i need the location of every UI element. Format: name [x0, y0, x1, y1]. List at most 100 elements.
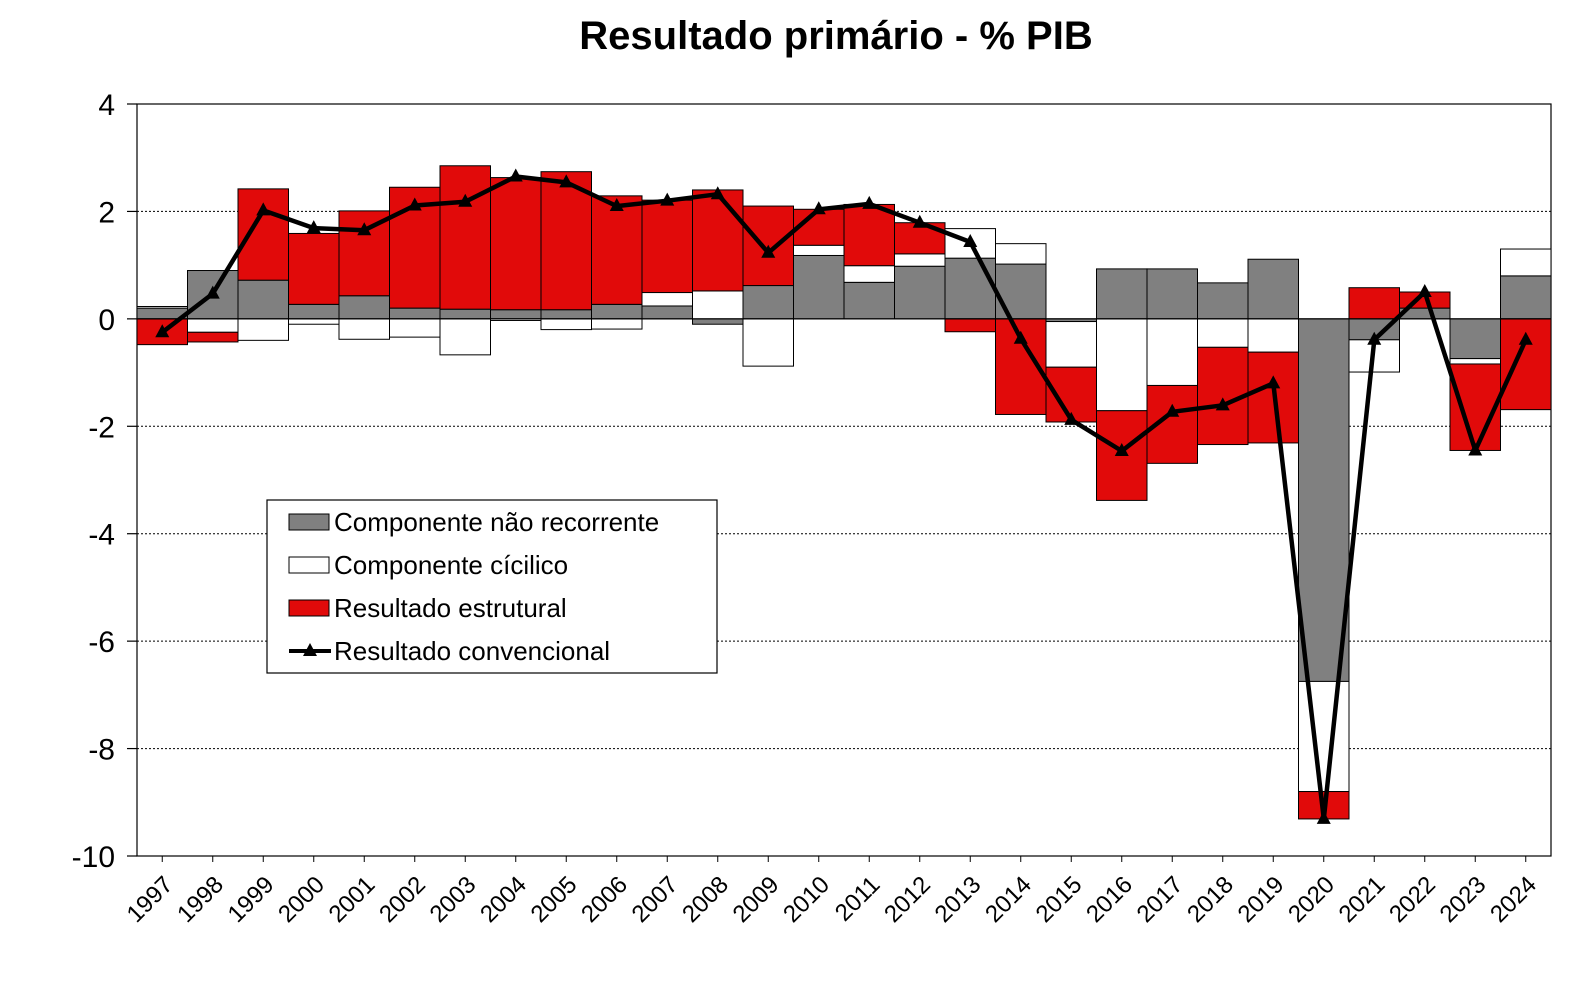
bar-2019-componente-n-o-recorrente	[1247, 258, 1299, 320]
point-2009	[761, 244, 776, 258]
bar-2011-componente-c-cilico	[843, 265, 895, 283]
bar-2011-componente-n-o-recorrente	[843, 281, 895, 320]
bar-2004-componente-n-o-recorrente	[490, 309, 542, 320]
legend-swatch	[288, 556, 330, 574]
x-tick-label-2018: 2018	[1182, 871, 1239, 928]
bar-2005-resultado-estrutural	[540, 171, 592, 311]
point-2020	[1316, 810, 1331, 824]
x-tick-label-2007: 2007	[627, 871, 684, 928]
y-tick-label: -2	[88, 411, 115, 444]
bar-2008-componente-c-cilico	[692, 290, 744, 320]
point-2007	[660, 192, 675, 206]
point-2001	[357, 222, 372, 236]
x-tick-label-2006: 2006	[576, 871, 633, 928]
chart-title: Resultado primário - % PIB	[579, 14, 1093, 58]
bar-2006-componente-n-o-recorrente	[591, 303, 643, 320]
point-2005	[559, 174, 574, 188]
x-tick-label-2024: 2024	[1485, 871, 1542, 928]
bar-2010-componente-n-o-recorrente	[793, 254, 845, 320]
bar-2013-resultado-estrutural	[944, 318, 996, 333]
bar-2023-componente-n-o-recorrente	[1449, 318, 1501, 360]
bar-2009-componente-c-cilico	[742, 318, 794, 367]
point-2015	[1064, 411, 1079, 425]
x-tick-label-1998: 1998	[172, 871, 229, 928]
x-tick-label-2014: 2014	[980, 871, 1037, 928]
point-2004	[508, 168, 523, 182]
bar-2014-componente-c-cilico	[995, 243, 1047, 265]
line-layer	[155, 168, 1533, 824]
bar-2015-componente-c-cilico	[1045, 321, 1097, 368]
legend: Componente não recorrente Componente cíci…	[266, 499, 718, 674]
bar-2006-componente-c-cilico	[591, 318, 643, 330]
line-resultado-convencional	[160, 174, 1528, 822]
x-tick-label-2015: 2015	[1031, 871, 1088, 928]
bar-2018-componente-n-o-recorrente	[1197, 282, 1249, 320]
bar-2024-componente-c-cilico	[1500, 248, 1552, 277]
legend-label: Resultado convencional	[334, 636, 610, 666]
x-tick-label-2002: 2002	[374, 871, 431, 928]
bar-2007-componente-n-o-recorrente	[641, 305, 693, 320]
point-2013	[963, 234, 978, 248]
bar-2010-componente-c-cilico	[793, 244, 845, 256]
point-2024	[1518, 331, 1533, 345]
point-2002	[407, 197, 422, 211]
bar-2013-componente-n-o-recorrente	[944, 257, 996, 320]
bar-2023-resultado-estrutural	[1449, 363, 1501, 451]
legend-label: Resultado estrutural	[334, 593, 567, 623]
point-2017	[1165, 403, 1180, 417]
point-1999	[256, 202, 271, 216]
x-tick-label-2022: 2022	[1384, 871, 1441, 928]
x-tick-label-1999: 1999	[223, 871, 280, 928]
point-2003	[458, 193, 473, 207]
bar-2003-componente-c-cilico	[439, 318, 491, 356]
bar-1999-componente-n-o-recorrente	[237, 279, 289, 320]
bar-2011-resultado-estrutural	[843, 203, 895, 267]
bar-2023-componente-c-cilico	[1449, 358, 1501, 365]
bar-2002-componente-n-o-recorrente	[389, 307, 441, 320]
x-tick-label-2016: 2016	[1081, 871, 1138, 928]
bar-2003-resultado-estrutural	[439, 165, 491, 310]
bar-2018-componente-c-cilico	[1197, 318, 1249, 348]
bar-layer	[136, 165, 1552, 820]
x-tick-label-2020: 2020	[1283, 871, 1340, 928]
point-2023	[1468, 442, 1483, 456]
x-tick-label-2019: 2019	[1233, 871, 1290, 928]
legend-marker	[303, 643, 317, 656]
point-2018	[1215, 397, 1230, 411]
bar-2017-componente-n-o-recorrente	[1146, 268, 1198, 320]
point-1997	[155, 324, 170, 338]
point-2016	[1114, 442, 1129, 456]
bar-2020-componente-n-o-recorrente	[1298, 318, 1350, 682]
x-tick-label-2008: 2008	[677, 871, 734, 928]
bar-2009-componente-n-o-recorrente	[742, 285, 794, 320]
bar-2012-componente-n-o-recorrente	[894, 265, 946, 320]
x-tick-label-2023: 2023	[1435, 871, 1492, 928]
bar-2000-resultado-estrutural	[288, 232, 340, 305]
point-2022	[1417, 284, 1432, 297]
bar-1998-componente-c-cilico	[187, 318, 239, 333]
point-2010	[811, 201, 826, 215]
bar-2016-componente-n-o-recorrente	[1096, 268, 1148, 320]
y-tick-label: 0	[98, 304, 115, 337]
point-1998	[205, 285, 220, 299]
x-tick-label-2000: 2000	[273, 871, 330, 928]
x-tick-label-2005: 2005	[526, 871, 583, 928]
point-2021	[1367, 331, 1382, 345]
y-tick-label: -10	[72, 841, 115, 874]
y-tick-label: 4	[98, 89, 115, 122]
y-tick-label: -6	[88, 626, 115, 659]
bar-2017-componente-c-cilico	[1146, 318, 1198, 386]
bar-2001-componente-n-o-recorrente	[338, 295, 390, 320]
bar-2000-componente-n-o-recorrente	[288, 303, 340, 320]
bar-2004-resultado-estrutural	[490, 177, 542, 311]
bar-2007-resultado-estrutural	[641, 199, 693, 294]
point-2014	[1013, 330, 1028, 344]
point-2011	[862, 195, 877, 209]
x-tick-label-1997: 1997	[122, 871, 179, 928]
bar-2003-componente-n-o-recorrente	[439, 308, 491, 320]
bar-2019-componente-c-cilico	[1247, 318, 1299, 353]
x-tick-label-2010: 2010	[778, 871, 835, 928]
bar-2016-componente-c-cilico	[1096, 318, 1148, 412]
